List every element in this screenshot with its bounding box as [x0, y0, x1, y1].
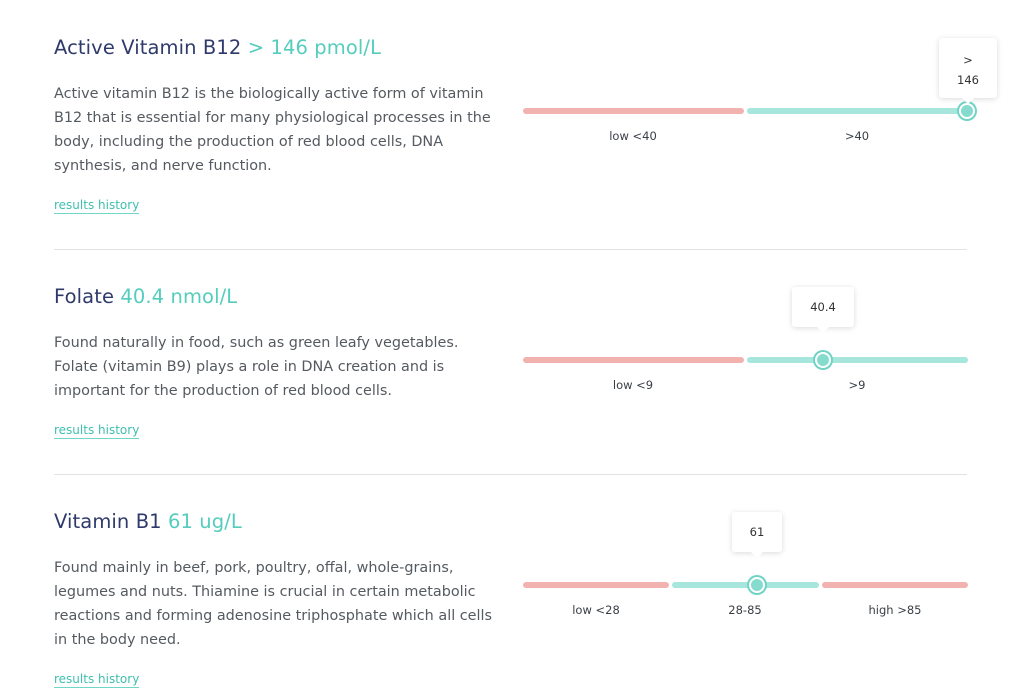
range-bar-low — [523, 357, 744, 363]
range-label: low <28 — [572, 603, 620, 617]
tooltip-line: 40.4 — [810, 300, 836, 314]
tooltip-line: 146 — [957, 73, 979, 87]
section-divider — [54, 249, 967, 250]
range-label: high >85 — [868, 603, 922, 617]
result-description: Found naturally in food, such as green l… — [54, 335, 459, 399]
results-history-link[interactable]: results history — [54, 198, 140, 214]
range-label: low <9 — [612, 378, 654, 392]
range-bar-high — [822, 582, 968, 588]
result-name: Vitamin B1 — [54, 510, 162, 533]
range-label: 28-85 — [728, 603, 762, 617]
result-name: Folate — [54, 285, 115, 308]
tooltip-line: > — [963, 53, 973, 67]
range-bar-normal — [672, 582, 819, 588]
results-history-link[interactable]: results history — [54, 672, 140, 688]
result-active-vitamin-b12: Active Vitamin B12 > 146 pmol/L Active v… — [0, 0, 1024, 250]
result-marker[interactable] — [815, 352, 831, 368]
result-description: Found mainly in beef, pork, poultry, off… — [54, 560, 493, 648]
result-value: > 146 pmol/L — [247, 36, 382, 59]
result-value: 61 ug/L — [168, 510, 242, 533]
result-title: Folate 40.4 nmol/L — [54, 285, 237, 308]
result-description: Active vitamin B12 is the biologically a… — [54, 86, 491, 174]
result-title: Vitamin B1 61 ug/L — [54, 510, 242, 533]
result-name: Active Vitamin B12 — [54, 36, 242, 59]
result-tooltip: 40.4 — [792, 287, 854, 333]
range-bar-normal — [747, 357, 968, 363]
range-label: >40 — [844, 129, 870, 143]
result-tooltip: > 146 — [939, 38, 997, 104]
result-tooltip: 61 — [732, 512, 782, 558]
result-title: Active Vitamin B12 > 146 pmol/L — [54, 36, 381, 59]
result-marker[interactable] — [959, 103, 975, 119]
range-bar-low — [523, 582, 669, 588]
result-folate: Folate 40.4 nmol/L Found naturally in fo… — [54, 285, 968, 439]
results-history-link[interactable]: results history — [54, 423, 140, 439]
range-bar-normal — [747, 108, 968, 114]
range-label: >9 — [848, 378, 866, 392]
tooltip-line: 61 — [749, 525, 765, 539]
result-value: 40.4 nmol/L — [120, 285, 238, 308]
range-label: low <40 — [609, 129, 657, 143]
section-divider — [54, 474, 967, 475]
range-bar-low — [523, 108, 744, 114]
result-marker[interactable] — [749, 577, 765, 593]
